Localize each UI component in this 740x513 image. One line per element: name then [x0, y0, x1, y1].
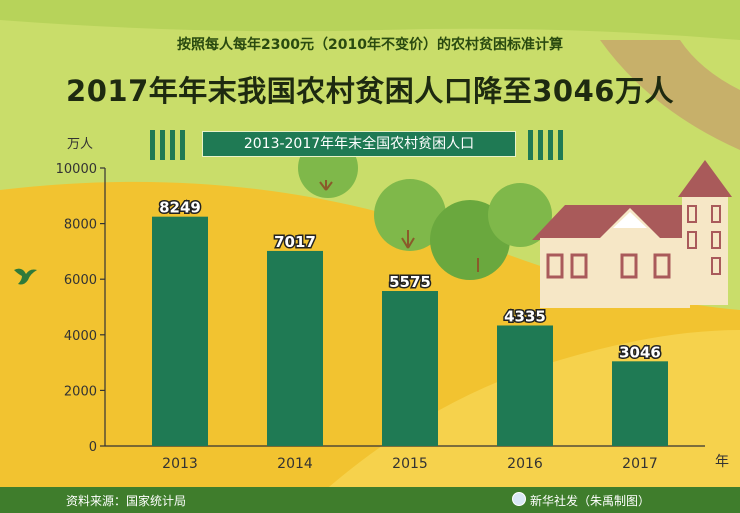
y-tick-label: 0	[89, 440, 97, 455]
x-axis-label: 年	[715, 454, 729, 470]
y-tick-label: 8000	[64, 218, 97, 233]
bar-value-label: 4335	[504, 307, 546, 325]
credit-text: 新华社发（朱禹制图）	[530, 494, 651, 508]
bar	[267, 250, 323, 446]
bar	[382, 291, 438, 446]
decorative-stripe	[538, 130, 543, 160]
chart-title: 2013-2017年年末全国农村贫困人口	[202, 131, 516, 157]
y-tick-label: 10000	[56, 162, 97, 177]
y-axis-label: 万人	[67, 137, 93, 152]
x-tick-label: 2014	[277, 456, 313, 472]
decorative-stripe	[180, 130, 185, 160]
footer-bar: 资料来源：国家统计局 新华社发（朱禹制图）	[0, 487, 740, 513]
bar-value-label: 8249	[159, 199, 201, 217]
xinhua-logo-icon	[512, 492, 526, 506]
subtitle: 按照每人每年2300元（2010年不变价）的农村贫困标准计算	[177, 37, 563, 53]
decorative-stripe	[528, 130, 533, 160]
decorative-stripe	[160, 130, 165, 160]
bar	[497, 325, 553, 446]
x-tick-label: 2017	[622, 456, 658, 472]
bird-icon	[14, 268, 37, 285]
decorative-stripe	[548, 130, 553, 160]
decorative-stripe	[170, 130, 175, 160]
decorative-stripe	[150, 130, 155, 160]
page-title: 2017年年末我国农村贫困人口降至3046万人	[66, 74, 674, 108]
house-illustration	[532, 160, 732, 308]
chart-title-banner: 2013-2017年年末全国农村贫困人口	[150, 130, 570, 160]
bar	[152, 216, 208, 446]
decorative-stripe	[558, 130, 563, 160]
x-tick-label: 2016	[507, 456, 543, 472]
road	[600, 40, 740, 150]
y-tick-label: 4000	[64, 329, 97, 344]
bar-value-label: 7017	[274, 233, 316, 251]
x-tick-label: 2013	[162, 456, 198, 472]
x-tick-label: 2015	[392, 456, 428, 472]
bar-value-label: 3046	[619, 343, 661, 361]
y-tick-label: 6000	[64, 273, 97, 288]
tree-group	[298, 138, 552, 280]
y-tick-label: 2000	[64, 384, 97, 399]
bar-value-label: 5575	[389, 273, 431, 291]
source-text: 资料来源：国家统计局	[66, 494, 187, 508]
bar	[612, 361, 668, 446]
